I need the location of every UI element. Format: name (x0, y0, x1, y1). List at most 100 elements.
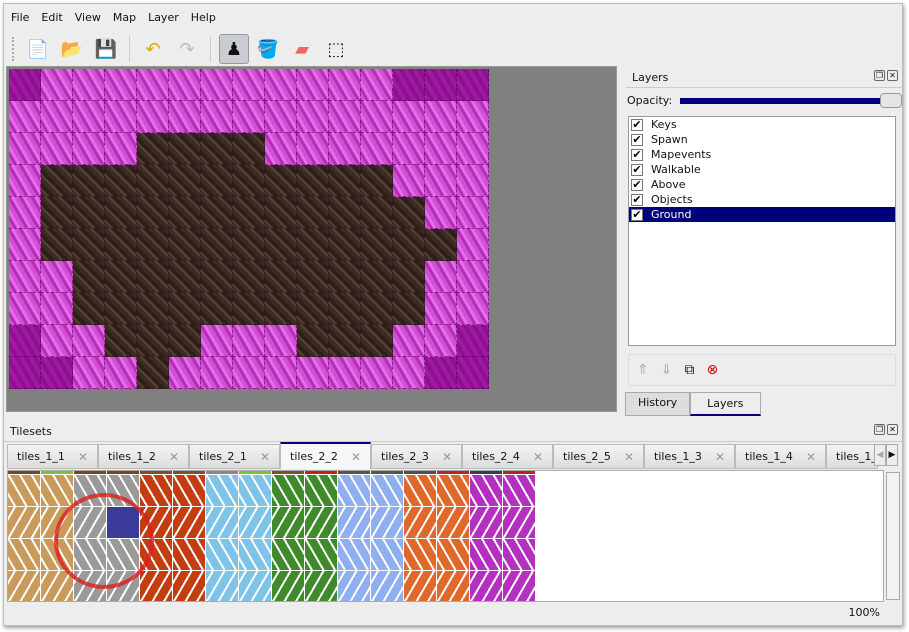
map-view[interactable] (6, 66, 617, 412)
tile[interactable] (470, 471, 503, 475)
tile[interactable] (404, 475, 437, 507)
floor-tile[interactable] (361, 293, 393, 325)
opacity-slider[interactable] (680, 92, 903, 108)
close-tab-icon[interactable]: ✕ (77, 449, 88, 464)
wall-tile[interactable] (425, 197, 457, 229)
wall-tile[interactable] (9, 325, 41, 357)
wall-tile[interactable] (9, 101, 41, 133)
tile[interactable] (371, 507, 404, 539)
wall-tile[interactable] (137, 101, 169, 133)
tile[interactable] (437, 471, 470, 475)
wall-tile[interactable] (425, 69, 457, 101)
menu-view[interactable]: View (74, 11, 101, 24)
floor-tile[interactable] (361, 229, 393, 261)
tile[interactable] (437, 539, 470, 571)
floor-tile[interactable] (105, 261, 137, 293)
visibility-checkbox[interactable]: ✔ (631, 177, 643, 191)
floor-tile[interactable] (105, 165, 137, 197)
duplicate-layer-icon[interactable]: ⧉ (684, 362, 695, 378)
floor-tile[interactable] (361, 165, 393, 197)
floor-tile[interactable] (41, 229, 73, 261)
floor-tile[interactable] (201, 261, 233, 293)
tile[interactable] (8, 571, 41, 601)
wall-tile[interactable] (9, 229, 41, 261)
tile[interactable] (206, 475, 239, 507)
wall-tile[interactable] (73, 101, 105, 133)
floor-tile[interactable] (169, 197, 201, 229)
wall-tile[interactable] (425, 133, 457, 165)
wall-tile[interactable] (425, 325, 457, 357)
wall-tile[interactable] (9, 357, 41, 389)
tile[interactable] (41, 471, 74, 475)
floor-tile[interactable] (73, 229, 105, 261)
tab-scroll-left-icon[interactable]: ◀ (874, 444, 886, 466)
wall-tile[interactable] (41, 133, 73, 165)
floor-tile[interactable] (169, 165, 201, 197)
tile[interactable] (338, 539, 371, 571)
tile[interactable] (503, 475, 536, 507)
close-tab-icon[interactable]: ✕ (714, 449, 725, 464)
floor-tile[interactable] (169, 261, 201, 293)
wall-tile[interactable] (393, 133, 425, 165)
wall-tile[interactable] (361, 69, 393, 101)
floor-tile[interactable] (329, 229, 361, 261)
wall-tile[interactable] (425, 357, 457, 389)
floor-tile[interactable] (233, 293, 265, 325)
wall-tile[interactable] (169, 69, 201, 101)
wall-tile[interactable] (265, 101, 297, 133)
layer-item[interactable]: ✔ Ground (629, 207, 895, 222)
tile[interactable] (206, 571, 239, 601)
raise-layer-icon[interactable]: ⇑ (637, 362, 649, 378)
wall-tile[interactable] (425, 101, 457, 133)
tile[interactable] (41, 475, 74, 507)
wall-tile[interactable] (9, 293, 41, 325)
floor-tile[interactable] (105, 325, 137, 357)
tileset-tab[interactable]: tiles_2_5 ✕ (553, 444, 644, 469)
close-tab-icon[interactable]: ✕ (259, 449, 270, 464)
floor-tile[interactable] (137, 229, 169, 261)
floor-tile[interactable] (265, 293, 297, 325)
wall-tile[interactable] (9, 261, 41, 293)
tileset-tab[interactable]: tiles_2_3 ✕ (371, 444, 462, 469)
tile[interactable] (503, 539, 536, 571)
wall-tile[interactable] (393, 101, 425, 133)
tile[interactable] (206, 471, 239, 475)
wall-tile[interactable] (297, 101, 329, 133)
stamp-brush-button[interactable]: ♟ (219, 34, 249, 64)
tile[interactable] (338, 471, 371, 475)
wall-tile[interactable] (9, 133, 41, 165)
tile[interactable] (272, 539, 305, 571)
wall-tile[interactable] (9, 165, 41, 197)
tile[interactable] (305, 571, 338, 601)
undo-button[interactable]: ↶ (138, 34, 168, 64)
floor-tile[interactable] (361, 325, 393, 357)
tile[interactable] (8, 471, 41, 475)
wall-tile[interactable] (105, 357, 137, 389)
wall-tile[interactable] (457, 293, 489, 325)
wall-tile[interactable] (201, 101, 233, 133)
wall-tile[interactable] (425, 165, 457, 197)
tile[interactable] (470, 507, 503, 539)
wall-tile[interactable] (457, 229, 489, 261)
wall-tile[interactable] (201, 357, 233, 389)
floor-tile[interactable] (297, 261, 329, 293)
floor-tile[interactable] (265, 197, 297, 229)
wall-tile[interactable] (457, 197, 489, 229)
wall-tile[interactable] (297, 133, 329, 165)
wall-tile[interactable] (73, 325, 105, 357)
floor-tile[interactable] (105, 197, 137, 229)
wall-tile[interactable] (393, 69, 425, 101)
tile[interactable] (503, 471, 536, 475)
tile[interactable] (272, 475, 305, 507)
tile[interactable] (173, 507, 206, 539)
wall-tile[interactable] (265, 133, 297, 165)
wall-tile[interactable] (233, 101, 265, 133)
tileset-tab[interactable]: tiles_1_4 ✕ (735, 444, 826, 469)
floor-tile[interactable] (393, 229, 425, 261)
floor-tile[interactable] (329, 325, 361, 357)
wall-tile[interactable] (9, 197, 41, 229)
wall-tile[interactable] (457, 133, 489, 165)
wall-tile[interactable] (297, 357, 329, 389)
tile[interactable] (305, 475, 338, 507)
floor-tile[interactable] (425, 229, 457, 261)
